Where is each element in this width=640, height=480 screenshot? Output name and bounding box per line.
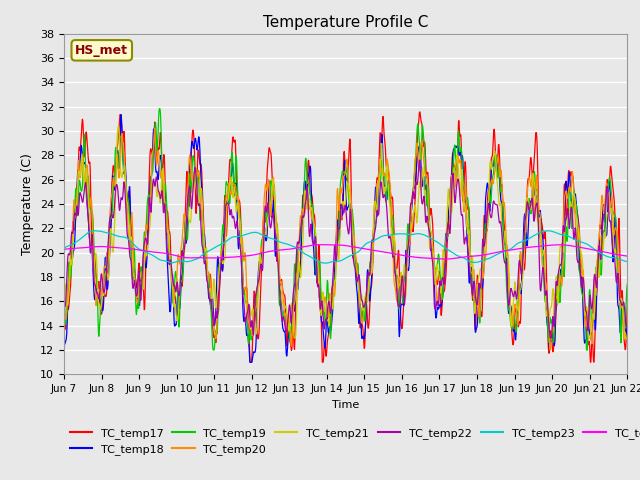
TC_temp23 bbox=[434, 240, 442, 245]
Line: TC_temp24: TC_temp24 bbox=[64, 245, 627, 259]
TC_temp19 bbox=[434, 257, 442, 263]
TC_temp20 bbox=[623, 336, 631, 342]
TC_temp24 bbox=[623, 253, 631, 259]
TC_temp22 bbox=[623, 321, 631, 327]
TC_temp20 bbox=[151, 126, 159, 132]
TC_temp22 bbox=[507, 286, 515, 291]
TC_temp23 bbox=[623, 259, 631, 264]
Title: Temperature Profile C: Temperature Profile C bbox=[263, 15, 428, 30]
TC_temp17 bbox=[416, 109, 424, 115]
TC_temp22 bbox=[186, 184, 193, 190]
TC_temp23 bbox=[186, 258, 193, 264]
TC_temp24 bbox=[557, 242, 565, 248]
TC_temp23 bbox=[249, 229, 257, 235]
TC_temp18 bbox=[246, 360, 253, 365]
TC_temp18 bbox=[434, 305, 442, 311]
Line: TC_temp18: TC_temp18 bbox=[64, 115, 627, 362]
TC_temp22 bbox=[547, 335, 554, 341]
TC_temp20 bbox=[433, 301, 441, 307]
TC_temp19 bbox=[249, 319, 257, 325]
TC_temp20 bbox=[60, 308, 68, 314]
TC_temp21 bbox=[186, 218, 193, 224]
TC_temp17 bbox=[434, 280, 442, 286]
X-axis label: Time: Time bbox=[332, 400, 359, 409]
TC_temp18 bbox=[249, 351, 257, 357]
TC_temp19 bbox=[623, 281, 631, 287]
TC_temp17 bbox=[508, 321, 515, 327]
TC_temp21 bbox=[508, 324, 515, 329]
TC_temp24 bbox=[60, 246, 68, 252]
Legend: TC_temp17, TC_temp18, TC_temp19, TC_temp20, TC_temp21, TC_temp22, TC_temp23, TC_: TC_temp17, TC_temp18, TC_temp19, TC_temp… bbox=[70, 428, 640, 455]
TC_temp17 bbox=[60, 303, 68, 309]
TC_temp24 bbox=[433, 256, 441, 262]
Text: HS_met: HS_met bbox=[76, 44, 128, 57]
TC_temp17 bbox=[249, 336, 257, 342]
TC_temp24 bbox=[186, 255, 193, 261]
TC_temp22 bbox=[248, 319, 256, 325]
TC_temp22 bbox=[557, 262, 565, 268]
TC_temp19 bbox=[156, 106, 163, 111]
Line: TC_temp19: TC_temp19 bbox=[64, 108, 627, 350]
TC_temp18 bbox=[117, 112, 125, 118]
TC_temp23 bbox=[322, 260, 330, 266]
TC_temp19 bbox=[508, 324, 515, 330]
TC_temp23 bbox=[172, 259, 180, 265]
Line: TC_temp23: TC_temp23 bbox=[64, 231, 627, 263]
TC_temp21 bbox=[434, 266, 442, 272]
TC_temp21 bbox=[623, 335, 631, 341]
TC_temp23 bbox=[60, 245, 68, 251]
TC_temp17 bbox=[557, 281, 565, 287]
TC_temp24 bbox=[442, 256, 449, 262]
TC_temp21 bbox=[115, 123, 122, 129]
TC_temp17 bbox=[246, 360, 254, 365]
Line: TC_temp20: TC_temp20 bbox=[64, 129, 627, 350]
TC_temp20 bbox=[557, 279, 565, 285]
TC_temp18 bbox=[557, 266, 565, 272]
TC_temp22 bbox=[433, 298, 441, 304]
Y-axis label: Temperature (C): Temperature (C) bbox=[22, 153, 35, 255]
Line: TC_temp22: TC_temp22 bbox=[64, 160, 627, 338]
TC_temp20 bbox=[547, 347, 554, 353]
TC_temp22 bbox=[172, 288, 179, 294]
TC_temp21 bbox=[172, 309, 180, 315]
TC_temp22 bbox=[415, 157, 423, 163]
TC_temp20 bbox=[507, 309, 515, 315]
TC_temp21 bbox=[249, 306, 257, 312]
TC_temp24 bbox=[317, 242, 325, 248]
TC_temp19 bbox=[557, 276, 565, 282]
TC_temp17 bbox=[623, 304, 631, 310]
TC_temp20 bbox=[172, 283, 180, 289]
TC_temp22 bbox=[60, 298, 68, 303]
Line: TC_temp17: TC_temp17 bbox=[64, 112, 627, 362]
TC_temp20 bbox=[249, 328, 257, 334]
TC_temp18 bbox=[186, 163, 193, 168]
TC_temp19 bbox=[172, 271, 180, 276]
TC_temp20 bbox=[186, 152, 193, 158]
TC_temp18 bbox=[508, 307, 515, 312]
TC_temp24 bbox=[172, 252, 179, 258]
TC_temp21 bbox=[557, 244, 565, 250]
TC_temp19 bbox=[186, 171, 193, 177]
TC_temp23 bbox=[557, 232, 565, 238]
TC_temp17 bbox=[172, 298, 179, 304]
TC_temp23 bbox=[90, 228, 98, 234]
TC_temp23 bbox=[508, 246, 515, 252]
Line: TC_temp21: TC_temp21 bbox=[64, 126, 627, 338]
TC_temp24 bbox=[508, 247, 515, 253]
TC_temp21 bbox=[291, 335, 298, 341]
TC_temp19 bbox=[210, 347, 218, 353]
TC_temp18 bbox=[623, 325, 631, 331]
TC_temp19 bbox=[60, 283, 68, 288]
TC_temp21 bbox=[60, 284, 68, 290]
TC_temp17 bbox=[186, 201, 193, 207]
TC_temp18 bbox=[60, 343, 68, 348]
TC_temp18 bbox=[172, 322, 180, 328]
TC_temp24 bbox=[248, 252, 256, 258]
